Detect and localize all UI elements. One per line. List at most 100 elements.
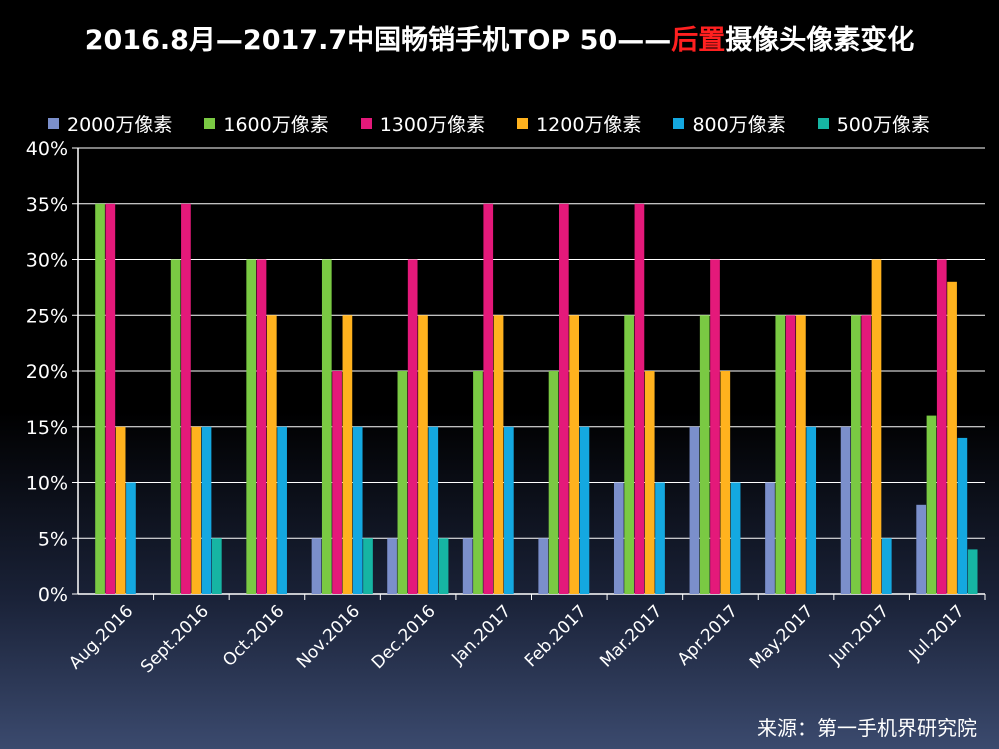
bar	[569, 315, 579, 594]
bar	[775, 315, 786, 594]
x-tick-label: Dec.2016	[368, 601, 440, 673]
bar	[624, 315, 634, 594]
bar	[710, 259, 720, 594]
bar	[634, 203, 645, 594]
bar	[916, 504, 927, 594]
bar	[720, 371, 731, 594]
bar	[613, 482, 624, 594]
title-highlight: 后置	[671, 25, 726, 56]
y-tick-label: 25%	[26, 305, 68, 327]
bar	[438, 538, 449, 594]
y-tick-label: 0%	[38, 584, 68, 606]
bar	[936, 259, 947, 594]
legend-item: 500万像素	[817, 110, 930, 137]
bar	[548, 371, 559, 594]
bar	[352, 426, 363, 594]
x-tick-label: Apr.2017	[674, 601, 742, 669]
y-tick-label: 35%	[26, 194, 68, 216]
bar	[730, 482, 741, 594]
bar	[418, 315, 428, 594]
bar	[332, 371, 342, 594]
legend-swatch	[517, 117, 529, 129]
bar	[462, 538, 473, 594]
x-tick-label: Oct.2016	[219, 601, 288, 670]
legend-item: 1200万像素	[517, 110, 641, 137]
bar	[785, 315, 796, 594]
bar	[957, 437, 968, 594]
bar	[881, 538, 892, 594]
bar	[95, 203, 105, 594]
bar	[851, 315, 861, 594]
legend-swatch	[204, 117, 216, 129]
legend-label: 800万像素	[692, 113, 786, 136]
bar	[191, 426, 202, 594]
bar	[840, 426, 851, 594]
bar	[538, 538, 549, 594]
bar	[397, 371, 408, 594]
y-tick-label: 15%	[26, 417, 68, 439]
legend-label: 1200万像素	[536, 113, 642, 136]
bar	[644, 371, 655, 594]
title-tail: 摄像头像素变化	[725, 25, 915, 56]
bar	[483, 203, 494, 594]
bar	[871, 259, 882, 594]
y-tick-label: 10%	[26, 473, 68, 495]
bar	[115, 426, 126, 594]
bar	[861, 315, 872, 594]
y-tick-label: 30%	[26, 250, 68, 272]
legend-label: 500万像素	[836, 113, 930, 136]
bar	[181, 203, 191, 594]
bar	[201, 426, 212, 594]
bar	[266, 315, 277, 594]
x-tick-label: Mar.2017	[596, 601, 666, 671]
bar	[256, 259, 267, 594]
legend-item: 1300万像素	[360, 110, 486, 137]
bar	[277, 426, 287, 594]
bar	[504, 426, 514, 594]
bar	[321, 259, 332, 594]
legend-label: 1300万像素	[379, 113, 486, 136]
x-tick-label: Jan.2017	[447, 601, 515, 669]
x-tick-label: May.2017	[746, 601, 818, 673]
bar	[689, 426, 700, 594]
x-tick-label: Sept.2016	[137, 601, 213, 677]
bar	[947, 281, 957, 594]
bar	[342, 315, 353, 594]
bar	[105, 203, 116, 594]
x-tick-label: Jul.2017	[905, 601, 969, 665]
bar	[493, 315, 504, 594]
bar	[558, 203, 569, 594]
chart-title: 2016.8月—2017.7中国畅销手机TOP 50——后置摄像头像素变化	[0, 18, 999, 57]
x-tick-label: Nov.2016	[293, 601, 364, 672]
bar	[311, 538, 322, 594]
bar	[967, 549, 978, 594]
bar	[170, 259, 181, 594]
legend-label: 2000万像素	[67, 113, 173, 136]
y-tick-label: 5%	[38, 528, 68, 550]
x-tick-label: Aug.2016	[65, 601, 137, 673]
legend-swatch	[817, 117, 829, 129]
bar	[473, 371, 483, 594]
title-main: 2016.8月—2017.7中国畅销手机TOP 50——	[84, 25, 672, 56]
chart-legend: 2000万像素 1600万像素 1300万像素 1200万像素 800万像素 500万像素	[48, 110, 962, 136]
bar	[387, 538, 397, 594]
legend-item: 2000万像素	[48, 110, 172, 137]
y-tick-label: 20%	[26, 361, 68, 383]
bar	[211, 538, 222, 594]
y-tick-label: 40%	[26, 138, 68, 160]
bar	[796, 315, 806, 594]
bar	[246, 259, 257, 594]
bar	[126, 482, 136, 594]
bar	[655, 482, 665, 594]
source-note: 来源：第一手机界研究院	[757, 716, 977, 740]
x-tick-label: Feb.2017	[521, 601, 591, 671]
legend-label: 1600万像素	[223, 113, 329, 136]
bar	[407, 259, 418, 594]
legend-item: 1600万像素	[204, 110, 329, 137]
legend-swatch	[48, 117, 59, 129]
bar	[699, 315, 710, 594]
legend-swatch	[673, 117, 685, 129]
bar	[806, 426, 817, 594]
bar	[765, 482, 775, 594]
